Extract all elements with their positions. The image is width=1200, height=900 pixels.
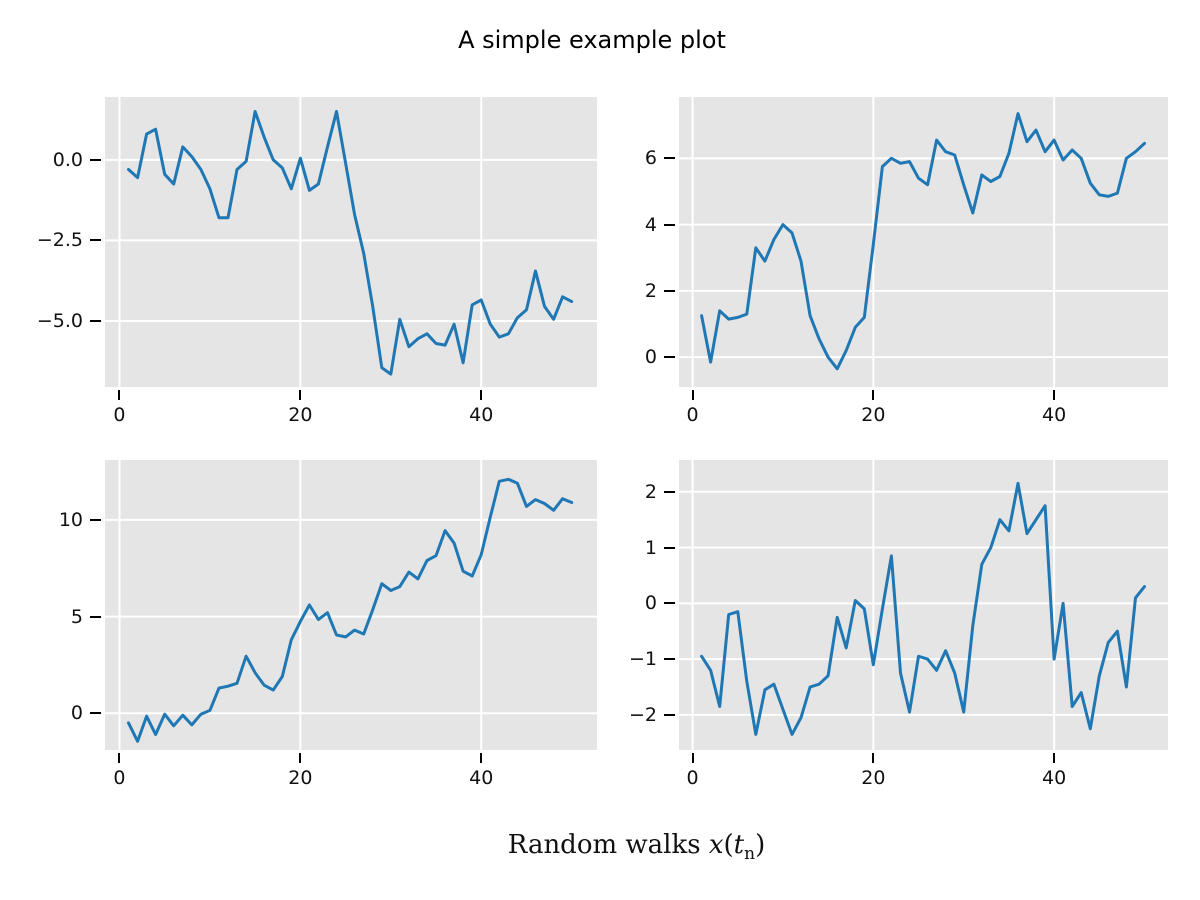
subplot-bottom-left [105, 460, 597, 750]
y-tick-label: 4 [644, 213, 657, 236]
panel-background [679, 460, 1168, 750]
x-tick-mark [299, 753, 302, 763]
y-tick-label: 5 [70, 605, 83, 628]
y-tick-label: −2.5 [36, 229, 83, 252]
x-axis-label-subscript: n [744, 844, 756, 865]
y-tick-mark [90, 319, 101, 322]
y-tick-label: 0 [644, 592, 657, 615]
plot-area-bottom-left [105, 460, 597, 750]
x-tick-mark [118, 390, 121, 400]
y-tick-label: 2 [644, 279, 657, 302]
x-tick-mark [872, 390, 875, 400]
x-tick-mark [691, 390, 694, 400]
x-tick-label: 40 [1042, 767, 1067, 789]
y-tick-label: −2 [628, 703, 657, 726]
subplot-top-right [679, 97, 1168, 387]
x-tick-label: 20 [288, 404, 313, 426]
y-tick-mark [90, 158, 101, 161]
x-tick-mark [872, 753, 875, 763]
panel-background [105, 460, 597, 750]
subplot-top-left [105, 97, 597, 387]
y-tick-mark [664, 546, 675, 549]
x-axis-label-paren-close: ) [755, 830, 766, 860]
walk-line-bottom-right [700, 481, 1146, 736]
plot-area-bottom-right [679, 460, 1168, 750]
x-tick-label: 0 [686, 767, 699, 789]
plot-area-top-right [679, 97, 1168, 387]
walk-line-bottom-left [127, 477, 574, 743]
y-tick-mark [90, 239, 101, 242]
x-tick-label: 0 [113, 404, 126, 426]
x-tick-label: 40 [1042, 404, 1067, 426]
y-tick-label: −5.0 [36, 309, 83, 332]
y-tick-label: 0 [644, 346, 657, 369]
subplot-bottom-right [679, 460, 1168, 750]
walk-line-top-right [700, 112, 1146, 371]
y-tick-label: 1 [644, 536, 657, 559]
y-tick-label: 0.0 [52, 148, 83, 171]
y-tick-mark [664, 602, 675, 605]
y-tick-mark [90, 615, 101, 618]
panel-background [679, 97, 1168, 387]
y-tick-mark [664, 223, 675, 226]
plot-area-top-left [105, 97, 597, 387]
y-tick-mark [90, 712, 101, 715]
y-tick-label: 2 [644, 480, 657, 503]
x-tick-label: 20 [861, 404, 886, 426]
y-tick-mark [664, 713, 675, 716]
y-tick-label: −1 [628, 648, 657, 671]
walk-line-top-left [127, 110, 574, 376]
x-tick-label: 0 [686, 404, 699, 426]
x-tick-label: 40 [469, 767, 494, 789]
x-axis-label-var-x: x [708, 830, 724, 860]
x-tick-mark [1053, 753, 1056, 763]
x-tick-mark [691, 753, 694, 763]
y-tick-label: 6 [644, 147, 657, 170]
chart-title: A simple example plot [458, 26, 726, 54]
x-tick-mark [118, 753, 121, 763]
x-axis-label-var-t: t [733, 830, 745, 860]
y-tick-mark [664, 356, 675, 359]
x-tick-label: 0 [113, 767, 126, 789]
y-tick-mark [664, 157, 675, 160]
x-tick-label: 20 [288, 767, 313, 789]
x-tick-mark [1053, 390, 1056, 400]
y-tick-mark [664, 289, 675, 292]
x-tick-mark [299, 390, 302, 400]
x-tick-label: 20 [861, 767, 886, 789]
x-tick-mark [480, 390, 483, 400]
x-axis-label-text: Random walks [507, 830, 709, 860]
x-tick-mark [480, 753, 483, 763]
y-tick-label: 0 [70, 702, 83, 725]
x-axis-label-paren-open: ( [723, 830, 734, 860]
y-tick-mark [90, 518, 101, 521]
y-tick-label: 10 [58, 508, 83, 531]
panel-background [105, 97, 597, 387]
x-axis-label: Random walks x(tn) [105, 830, 1168, 864]
y-tick-mark [664, 658, 675, 661]
x-tick-label: 40 [469, 404, 494, 426]
y-tick-mark [664, 490, 675, 493]
